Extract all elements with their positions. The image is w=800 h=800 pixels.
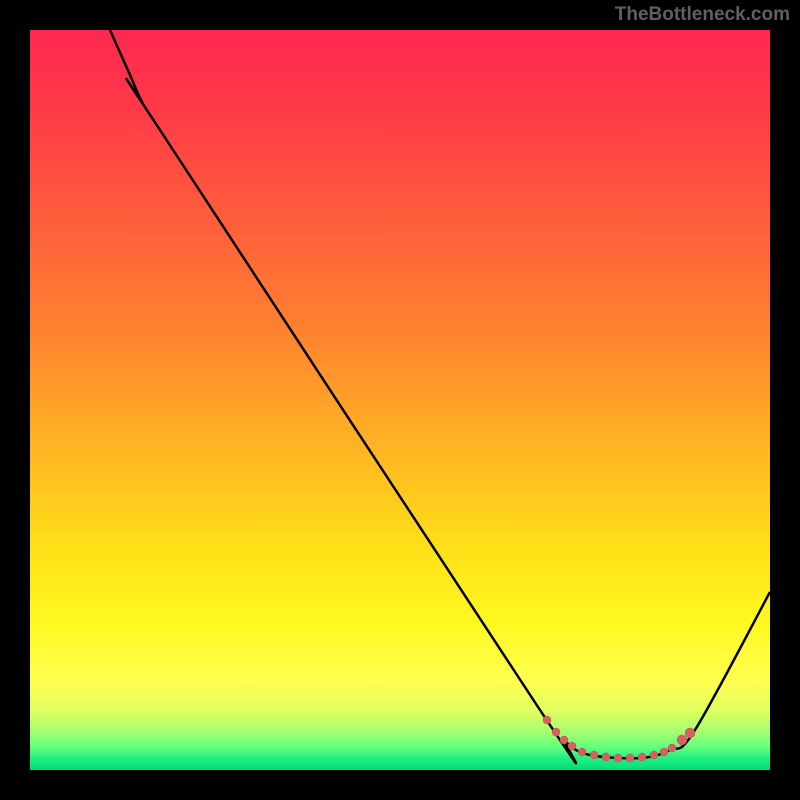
curve-overlay xyxy=(30,30,770,770)
bottleneck-curve xyxy=(110,30,770,763)
watermark-text: TheBottleneck.com xyxy=(615,4,790,26)
plot-area xyxy=(30,30,770,770)
highlight-markers xyxy=(543,716,695,762)
